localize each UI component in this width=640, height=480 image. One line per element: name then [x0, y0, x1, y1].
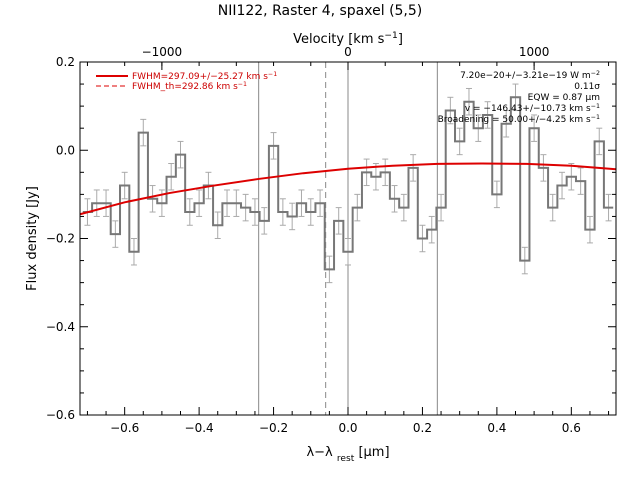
- y-tick-label: −0.4: [46, 320, 75, 334]
- legend-label: FWHM=297.09+/−25.27 km s−1: [132, 71, 277, 83]
- x-tick-label: 0.0: [338, 421, 357, 435]
- fit-annotation: v = −146.43+/−10.73 km s−1: [465, 103, 600, 115]
- chart-title: NII122, Raster 4, spaxel (5,5): [218, 3, 423, 19]
- x-tick-label: 0.6: [562, 421, 581, 435]
- y-tick-label: −0.6: [46, 408, 75, 422]
- fit-annotation: 0.11σ: [574, 82, 600, 92]
- legend: FWHM=297.09+/−25.27 km s−1FWHM_th=292.86…: [96, 71, 277, 93]
- x-tick-label: −0.4: [185, 421, 214, 435]
- fit-annotation: 7.20e−20+/−3.21e−19 W m−2: [460, 70, 600, 82]
- y-tick-label: −0.2: [46, 232, 75, 246]
- fit-curve-line: [79, 162, 617, 216]
- y-axis-label: Flux density [Jy]: [25, 186, 40, 291]
- data-series-line: [82, 96, 614, 271]
- axis-labels: λ−λ rest [μm] Velocity [km s−1] Flux densi…: [25, 31, 403, 464]
- x-tick-label: −0.2: [259, 421, 288, 435]
- fit-annotation: Broadening = 50.00+/−4.25 km s−1: [438, 114, 600, 126]
- x-axis-label: λ−λ rest [μm]: [306, 445, 389, 464]
- x-tick-label: 0.4: [487, 421, 506, 435]
- top-tick-label: 1000: [519, 45, 550, 59]
- x-tick-label: −0.6: [110, 421, 139, 435]
- top-axis-label: Velocity [km s−1]: [293, 31, 403, 47]
- y-tick-label: 0.0: [56, 143, 75, 157]
- y-tick-label: 0.2: [56, 55, 75, 69]
- x-tick-label: 0.2: [413, 421, 432, 435]
- top-tick-label: −1000: [142, 45, 183, 59]
- error-bars: [84, 83, 612, 284]
- top-tick-label: 0: [344, 45, 352, 59]
- legend-label: FWHM_th=292.86 km s−1: [132, 81, 247, 93]
- axis-ticks: −0.6 −0.4 −0.2 0.0 0.2 0.4 0.6 −0.6 −0.4 −0.2 0.0 0…: [46, 45, 616, 435]
- fit-annotation: EQW = 0.87 μm: [528, 93, 600, 103]
